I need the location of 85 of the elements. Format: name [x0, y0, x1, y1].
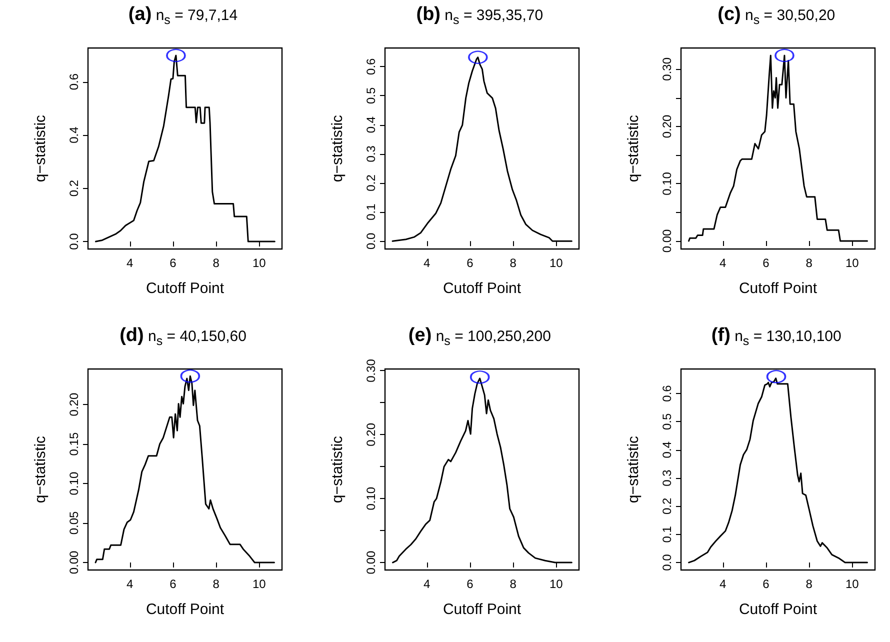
y-tick-label: 0.6	[660, 384, 674, 402]
y-axis-title: q−statistic	[328, 435, 346, 504]
y-axis-title: q−statistic	[625, 114, 642, 182]
y-tick-label: 0.4	[364, 116, 378, 134]
chart-title: (d)	[120, 325, 144, 346]
y-tick-label: 0.15	[67, 432, 81, 456]
y-tick-label: 0.20	[660, 114, 674, 138]
y-tick-label: 0.00	[364, 550, 378, 574]
x-axis-title: Cutoff Point	[146, 280, 225, 297]
chart-title: (c)	[718, 4, 741, 25]
y-tick-label: 0.2	[364, 174, 378, 192]
x-tick-label: 8	[212, 577, 220, 591]
y-tick-label: 0.30	[660, 57, 674, 81]
y-axis-title: q−statistic	[32, 435, 49, 504]
y-tick-label: 0.05	[67, 511, 81, 535]
x-tick-label: 8	[212, 256, 220, 270]
x-tick-label: 4	[126, 256, 134, 270]
x-tick-label: 6	[762, 577, 770, 591]
y-axis-title: q−statistic	[625, 435, 642, 504]
x-tick-label: 4	[720, 256, 727, 270]
chart-title: (f)	[711, 325, 730, 346]
y-tick-label: 0.2	[660, 498, 674, 515]
chart-title: (a)	[128, 4, 152, 25]
line-series	[391, 56, 572, 242]
x-tick-label: 8	[509, 577, 516, 591]
y-tick-label: 0.5	[660, 413, 674, 430]
x-tick-label: 4	[126, 577, 134, 591]
line-series	[688, 378, 868, 564]
y-tick-label: 0.00	[67, 550, 81, 574]
x-tick-label: 4	[423, 577, 430, 591]
chart-subtitle: n$_{s}$ = 79,7,14	[154, 7, 238, 27]
x-tick-label: 10	[846, 577, 860, 591]
chart-subtitle: n$_{s}$ = 40,150,60	[146, 328, 246, 348]
y-tick-label: 0.2	[67, 180, 81, 197]
chart-subtitle: n$_{s}$ = 130,10,100	[734, 328, 842, 348]
y-tick-label: 0.00	[660, 228, 674, 253]
x-tick-label: 10	[549, 577, 563, 591]
x-tick-label: 4	[423, 256, 430, 270]
y-tick-label: 0.5	[364, 87, 378, 104]
y-tick-label: 0.3	[660, 469, 674, 486]
y-axis-title: q−statistic	[328, 114, 346, 182]
chart-title: (b)	[416, 4, 441, 25]
y-axis-title: q−statistic	[32, 114, 49, 182]
x-axis-title: Cutoff Point	[442, 601, 522, 618]
y-tick-label: 0.1	[364, 203, 378, 220]
y-tick-label: 0.1	[660, 526, 674, 543]
x-tick-label: 6	[466, 256, 474, 270]
x-axis-title: Cutoff Point	[146, 601, 225, 618]
y-tick-label: 0.0	[364, 232, 378, 250]
y-tick-label: 0.30	[364, 358, 378, 382]
y-tick-label: 0.0	[660, 554, 674, 571]
x-axis-title: Cutoff Point	[442, 280, 522, 297]
x-tick-label: 4	[720, 577, 727, 591]
x-tick-label: 10	[549, 256, 563, 270]
x-tick-label: 6	[466, 577, 474, 591]
y-tick-label: 0.4	[660, 441, 674, 458]
line-series	[688, 54, 868, 242]
x-tick-label: 10	[252, 256, 266, 270]
x-tick-label: 6	[170, 577, 177, 591]
chart-subtitle: n$_{s}$ = 30,50,20	[744, 7, 836, 27]
y-tick-label: 0.10	[364, 486, 378, 510]
y-tick-label: 0.3	[364, 145, 378, 162]
line-series	[392, 378, 572, 564]
chart-subtitle: n$_{s}$ = 100,250,200	[434, 328, 551, 348]
x-tick-label: 6	[762, 256, 770, 270]
y-tick-label: 0.6	[67, 73, 81, 90]
x-tick-label: 10	[846, 256, 860, 270]
x-tick-label: 8	[509, 256, 516, 270]
y-tick-label: 0.4	[67, 126, 81, 144]
x-tick-label: 8	[806, 256, 814, 270]
y-tick-label: 0.20	[67, 392, 81, 416]
x-tick-label: 10	[252, 577, 266, 591]
x-tick-label: 6	[170, 256, 177, 270]
y-tick-label: 0.6	[364, 58, 378, 75]
y-tick-label: 0.20	[364, 422, 378, 446]
chart-title: (e)	[408, 325, 432, 346]
line-series	[94, 375, 275, 564]
x-axis-title: Cutoff Point	[739, 280, 818, 297]
line-series	[95, 54, 276, 242]
y-tick-label: 0.10	[67, 472, 81, 496]
y-tick-label: 0.0	[67, 232, 81, 250]
x-axis-title: Cutoff Point	[739, 601, 818, 618]
y-tick-label: 0.10	[660, 172, 674, 196]
chart-subtitle: n$_{s}$ = 395,35,70	[444, 7, 544, 27]
x-tick-label: 8	[806, 577, 814, 591]
